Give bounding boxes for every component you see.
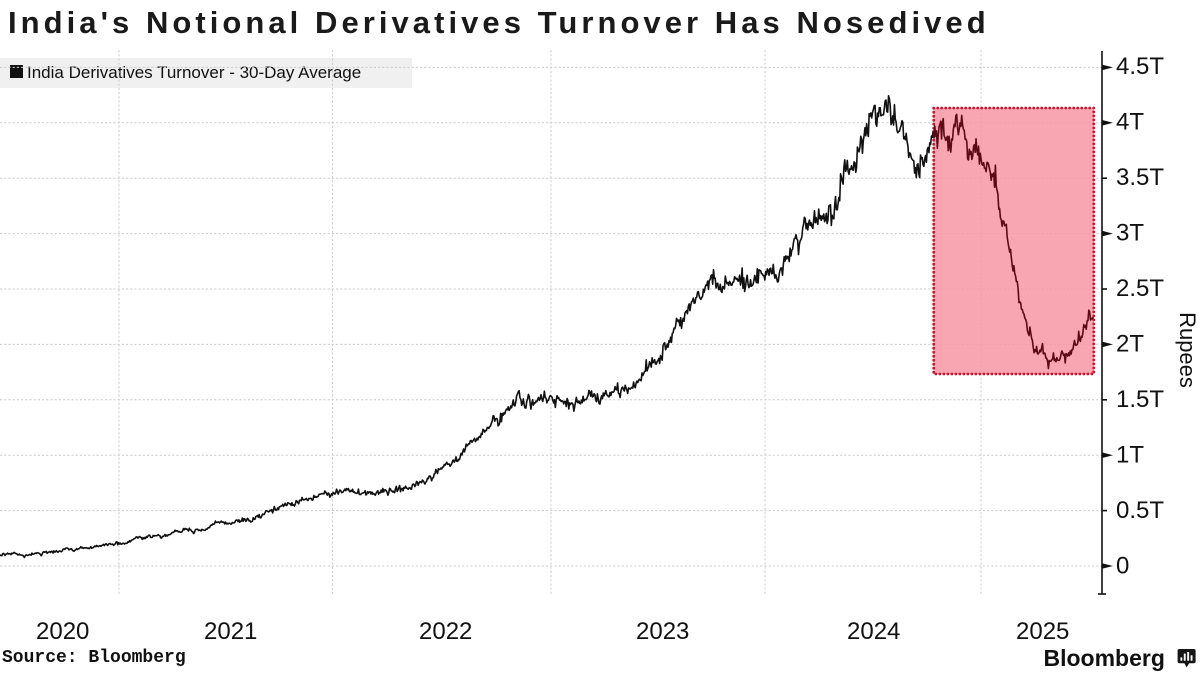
svg-text:3.5T: 3.5T xyxy=(1116,164,1164,191)
svg-text:0.5T: 0.5T xyxy=(1116,497,1164,524)
svg-text:2.5T: 2.5T xyxy=(1116,275,1164,302)
svg-text:1.5T: 1.5T xyxy=(1116,386,1164,413)
svg-text:3T: 3T xyxy=(1116,220,1144,247)
svg-text:2020: 2020 xyxy=(36,618,89,645)
svg-text:2022: 2022 xyxy=(419,618,472,645)
svg-text:2025: 2025 xyxy=(1016,618,1069,645)
svg-text:2021: 2021 xyxy=(204,618,257,645)
svg-text:0: 0 xyxy=(1116,553,1129,580)
svg-text:Rupees: Rupees xyxy=(1175,312,1200,388)
svg-text:2024: 2024 xyxy=(847,618,900,645)
svg-text:1T: 1T xyxy=(1116,442,1144,469)
svg-text:4.5T: 4.5T xyxy=(1116,53,1164,80)
svg-text:2023: 2023 xyxy=(636,618,689,645)
svg-text:4T: 4T xyxy=(1116,109,1144,136)
svg-text:2T: 2T xyxy=(1116,331,1144,358)
